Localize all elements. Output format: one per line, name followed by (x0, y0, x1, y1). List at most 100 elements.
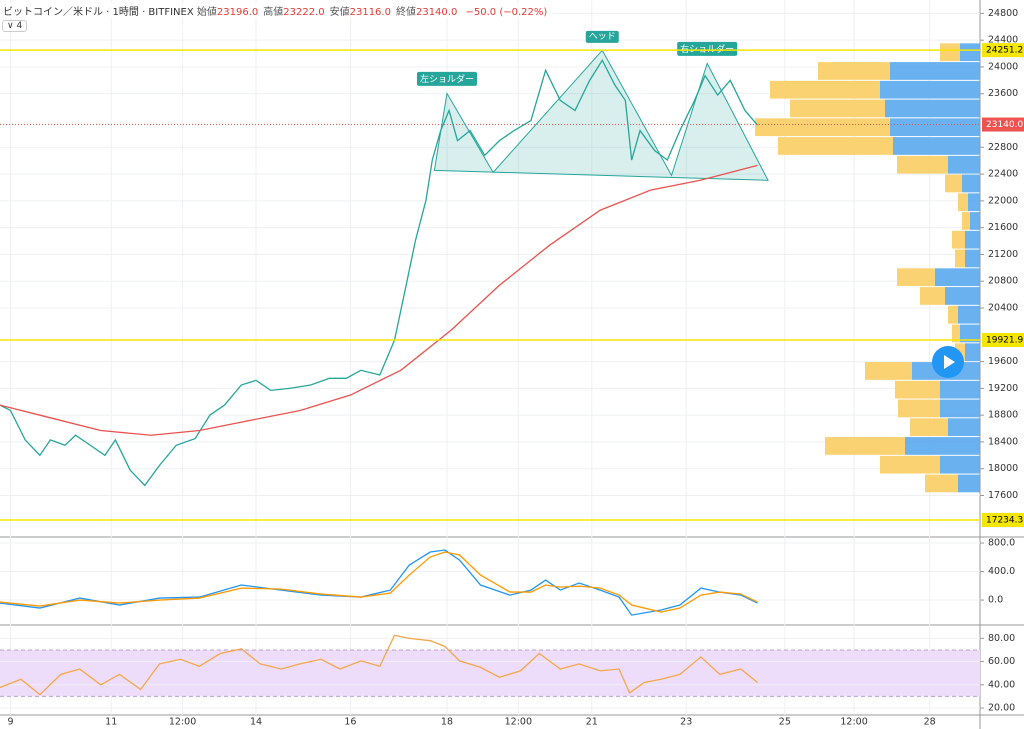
volume-profile-bar (925, 474, 958, 493)
volume-profile-bar (897, 155, 948, 174)
y-tick-label: 21600 (988, 222, 1018, 233)
volume-profile-bar (948, 418, 980, 437)
pane: 80.00 60.00 40.00 20.00 9 11 12:00 14 16 18 12:00 2… (0, 625, 1015, 728)
indicator-toggle[interactable]: ∨ 4 (2, 20, 28, 32)
x-tick-label: 16 (344, 717, 356, 728)
x-tick-label: 14 (250, 717, 262, 728)
volume-profile-bar (893, 137, 980, 155)
last-price-bg (982, 117, 1024, 132)
symbol-title: ビットコイン／米ドル · 1時間 · BITFINEX (3, 7, 194, 18)
volume-profile-bar (935, 268, 980, 287)
head-shoulders-pattern (433, 49, 769, 181)
y-tick-label: 20800 (988, 276, 1018, 287)
volume-profile-bar (958, 193, 968, 212)
volume-profile-bar (965, 230, 980, 249)
x-tick-label: 23 (680, 717, 692, 728)
volume-profile-bar (962, 174, 980, 193)
volume-profile-bar (962, 212, 970, 230)
level-label: 19921.9 (986, 336, 1023, 346)
ohlc-label: 始値 (196, 7, 217, 18)
volume-profile-bar (945, 287, 980, 305)
volume-profile-bar (952, 324, 960, 343)
y-tick-label: 21200 (988, 249, 1018, 260)
volume-profile-bar (940, 43, 960, 62)
ohlc-value: 23116.0 (349, 7, 391, 18)
ohlc-label: 高値 (263, 7, 284, 18)
y-tick-label: 18000 (988, 463, 1018, 474)
volume-profile-bar (970, 212, 980, 230)
y-tick-label: 22800 (988, 142, 1018, 153)
level-label: 24251.2 (986, 46, 1023, 56)
x-tick-label: 9 (7, 717, 13, 728)
x-tick-label: 11 (105, 717, 117, 728)
volume-profile-bar (960, 43, 980, 62)
pane: 24800 24400 24000 23600 22800 22400 22000 21600… (0, 0, 1024, 537)
volume-profile-bar (958, 305, 980, 324)
y-tick-label: 18400 (988, 436, 1018, 447)
pattern-label-bg (585, 30, 619, 43)
ohlc-value: 23196.0 (216, 7, 259, 18)
rsi-band (0, 649, 980, 697)
ohlc-value: 23222.0 (283, 7, 325, 18)
volume-profile-bar (965, 249, 980, 268)
volume-profile-bar (965, 343, 980, 362)
volume-profile-bar (952, 230, 965, 249)
y-tick-label: 20400 (988, 303, 1018, 314)
volume-profile-bar (865, 362, 912, 380)
volume-profile-bar (940, 399, 980, 418)
series-line (0, 634, 758, 696)
volume-profile-bar (885, 99, 980, 118)
volume-profile-bar (920, 287, 945, 305)
ohlc: 始値23196.0 高値23222.0 安値23116.0 終値23140.0 (197, 7, 462, 18)
ohlc-label: 終値 (395, 7, 416, 18)
change: −50.0 (−0.22%) (465, 7, 548, 18)
last-price-label: 23140.0 (986, 120, 1023, 130)
play-button[interactable] (930, 344, 966, 380)
volume-profile-bar (948, 155, 980, 174)
y-tick-label: 17600 (988, 490, 1018, 501)
volume-profile-bar (898, 399, 940, 418)
volume-profile-bar (940, 380, 980, 399)
y-tick-label: 24000 (988, 61, 1018, 72)
y-tick-label: 24800 (988, 8, 1018, 19)
y-tick-label: 22000 (988, 195, 1018, 206)
x-tick-label: 12:00 (169, 717, 196, 728)
pattern-label: 右ショルダー (680, 43, 734, 55)
volume-profile-bar (910, 418, 948, 437)
volume-profile-bar (880, 80, 980, 99)
y-tick-label: 400.0 (988, 566, 1015, 577)
volume-profile-bar (945, 174, 962, 193)
volume-profile-bar (880, 455, 940, 474)
volume-profile-bar (818, 62, 890, 80)
pattern-label: 左ショルダー (420, 73, 474, 85)
volume-profile-bar (825, 437, 905, 455)
x-tick-label: 12:00 (840, 717, 867, 728)
level-label-bg (982, 333, 1024, 348)
y-tick-label: 800.0 (988, 538, 1015, 549)
volume-profile-bar (895, 380, 940, 399)
x-tick-label: 28 (924, 717, 936, 728)
volume-profile-bar (890, 118, 980, 137)
indicator-count: 4 (16, 21, 23, 31)
volume-profile-bar (778, 137, 893, 155)
y-tick-label: 20.00 (988, 703, 1015, 714)
series-line (0, 551, 758, 613)
y-tick-label: 0.0 (988, 595, 1003, 606)
y-tick-label: 23600 (988, 88, 1018, 99)
pattern-label-bg (677, 41, 738, 56)
y-tick-label: 40.00 (988, 679, 1015, 690)
symbol-header: ビットコイン／米ドル · 1時間 · BITFINEX 始値23196.0 高値2… (3, 3, 553, 18)
x-tick-label: 25 (779, 717, 791, 728)
volume-profile-bar (940, 455, 980, 474)
volume-profile-bar (890, 62, 980, 80)
pattern-label-bg (416, 71, 477, 86)
pane: 800.0 400.0 0.0 (0, 537, 1015, 625)
volume-profile-bar (905, 437, 980, 455)
volume-profile-bar (948, 305, 958, 324)
x-tick-label: 18 (441, 717, 453, 728)
y-tick-label: 24400 (988, 35, 1018, 46)
level-label: 17234.3 (986, 515, 1023, 525)
volume-profile-bar (770, 80, 880, 99)
